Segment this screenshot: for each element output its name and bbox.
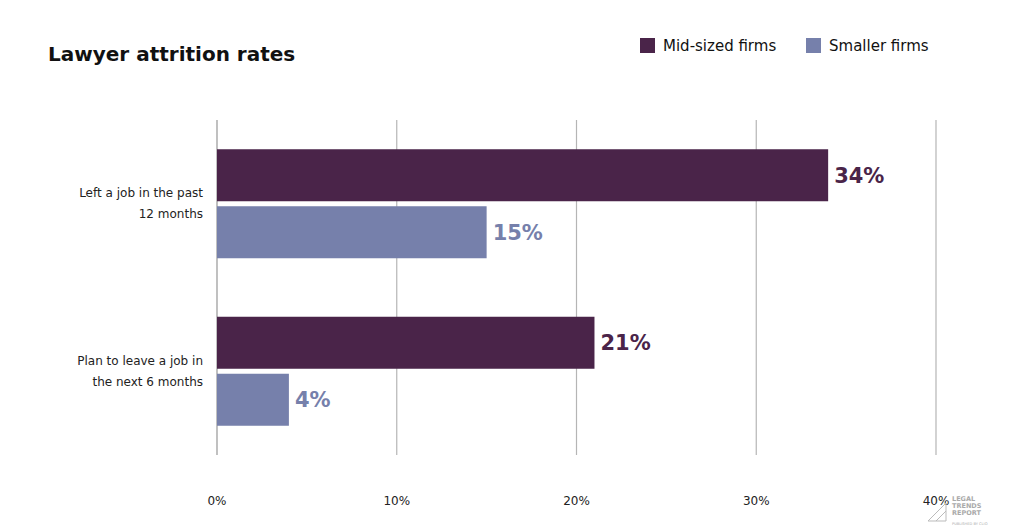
- legend: Mid-sized firms Smaller firms: [640, 37, 929, 55]
- category-label: Left a job in the past 12 months: [79, 186, 203, 221]
- bar: [217, 374, 289, 426]
- data-label: 4%: [295, 388, 331, 412]
- bar: [217, 317, 594, 369]
- tick-label: 20%: [563, 494, 590, 508]
- category-label-line: Plan to leave a job in: [77, 354, 203, 368]
- tick-label: 30%: [743, 494, 770, 508]
- logo: LEGALTRENDSREPORT PUBLISHED BY CLIO: [928, 495, 988, 526]
- chart-svg: Lawyer attrition rates 0% 10% 20% 30% 40% Left…: [0, 0, 1024, 531]
- legend-label: Smaller firms: [829, 37, 929, 55]
- tick-label: 0%: [207, 494, 226, 508]
- data-label: 34%: [834, 164, 884, 188]
- bars: [217, 149, 828, 426]
- data-label: 21%: [600, 331, 650, 355]
- annotation: PUBLISHED BY CLIO: [952, 522, 988, 526]
- annotation: LEGALTRENDSREPORT: [952, 495, 982, 517]
- category-label-line: Left a job in the past: [79, 186, 203, 200]
- tick-label: 10%: [383, 494, 410, 508]
- category-label-line: 12 months: [139, 207, 203, 221]
- category-label-line: the next 6 months: [92, 375, 203, 389]
- bar: [217, 206, 487, 258]
- bar: [217, 149, 828, 201]
- title: Lawyer attrition rates: [48, 42, 295, 66]
- logo-icon: [928, 503, 946, 521]
- tick-label: 40%: [923, 494, 950, 508]
- grid-line: [935, 120, 936, 455]
- category-label: Plan to leave a job in the next 6 months: [77, 354, 203, 389]
- legend-swatch: [640, 38, 655, 53]
- legend-label: Mid-sized firms: [663, 37, 776, 55]
- chart-container: Lawyer attrition rates 0% 10% 20% 30% 40% Left…: [0, 0, 1024, 531]
- data-label: 15%: [493, 221, 543, 245]
- annotation-line: REPORT: [952, 509, 981, 517]
- legend-swatch: [806, 38, 821, 53]
